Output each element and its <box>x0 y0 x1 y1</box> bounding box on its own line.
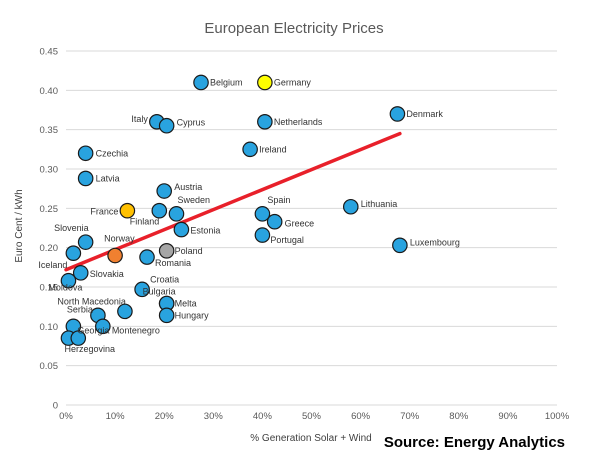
x-tick-label: 80% <box>449 411 469 422</box>
point-label: Italy <box>131 114 148 124</box>
point-label: Norway <box>104 234 135 244</box>
point-label: Greece <box>285 219 315 229</box>
x-tick-label: 90% <box>498 411 518 422</box>
point-label: Finland <box>130 217 160 227</box>
point-label: Slovenia <box>54 223 89 233</box>
point-label: Georgia <box>77 325 109 335</box>
point-label: Czechia <box>96 148 129 158</box>
point-label: Cyprus <box>177 118 206 128</box>
point-label: Romania <box>155 258 191 268</box>
data-point <box>70 330 87 346</box>
point-label: Germany <box>274 77 312 87</box>
point-label: Netherlands <box>274 117 323 127</box>
x-tick-label: 60% <box>351 411 371 422</box>
point-label: Herzegovina <box>64 344 115 354</box>
y-tick-label: 0.30 <box>40 165 59 176</box>
point-label: Lithuania <box>361 199 398 209</box>
data-point <box>257 74 273 91</box>
y-axis-label: Euro Cent / kWh <box>14 189 25 262</box>
data-point <box>77 145 94 162</box>
x-tick-label: 0% <box>59 411 73 422</box>
point-label: Croatia <box>150 274 179 284</box>
x-tick-label: 10% <box>106 411 126 422</box>
x-tick-label: 30% <box>204 411 224 422</box>
data-point <box>342 198 359 215</box>
point-label: Portugal <box>270 235 304 245</box>
data-point <box>158 117 175 134</box>
data-point <box>254 206 271 222</box>
y-tick-label: 0.20 <box>40 243 59 254</box>
point-label: North Macedonia <box>57 296 126 306</box>
data-point <box>72 265 89 281</box>
x-tick-label: 20% <box>155 411 175 422</box>
x-tick-label: 70% <box>400 411 420 422</box>
data-point <box>168 206 185 222</box>
point-label: Luxembourg <box>410 237 460 247</box>
data-point <box>257 114 273 130</box>
data-point <box>151 202 168 219</box>
data-point <box>158 307 175 324</box>
chart-title: European Electricity Prices <box>204 20 383 37</box>
data-point <box>107 247 123 264</box>
trendline <box>64 131 402 272</box>
y-tick-label: 0.45 <box>40 47 59 58</box>
y-tick-label: 0.10 <box>40 322 59 333</box>
y-tick-labels: 0 0.05 0.10 0.15 0.20 0.25 0.30 0.35 0.40 0.45 <box>40 47 59 412</box>
point-label: Montenegro <box>112 325 160 335</box>
y-tick-label: 0.40 <box>40 86 59 97</box>
point-label: Melta <box>175 299 197 309</box>
point-label: Latvia <box>96 173 120 183</box>
data-point <box>134 281 150 298</box>
y-tick-label: 0.05 <box>40 361 59 372</box>
point-label: Belgium <box>210 77 243 87</box>
data-point <box>65 245 82 261</box>
data-point <box>77 234 94 250</box>
point-label: France <box>90 207 118 217</box>
x-tick-label: 100% <box>545 411 570 422</box>
y-tick-label: 0.25 <box>40 204 59 215</box>
point-label: Spain <box>267 195 290 205</box>
point-label: Bulgaria <box>143 287 176 297</box>
point-label: Ireland <box>259 144 287 154</box>
data-point <box>254 227 271 243</box>
data-point <box>389 106 406 122</box>
source-note: Source: Energy Analytics <box>384 434 565 451</box>
y-tick-label: 0.15 <box>40 283 59 294</box>
data-point <box>266 213 283 230</box>
data-point <box>173 221 190 238</box>
data-point <box>193 74 209 91</box>
data-point <box>119 202 136 219</box>
data-points <box>60 74 408 346</box>
point-label: Denmark <box>406 109 443 119</box>
x-tick-label: 50% <box>302 411 322 422</box>
point-label: Austria <box>174 182 202 192</box>
data-point <box>95 318 111 335</box>
x-tick-label: 40% <box>253 411 273 422</box>
data-point <box>60 272 77 289</box>
point-label: Serbia <box>67 304 93 314</box>
y-tick-label: 0.35 <box>40 125 59 136</box>
data-point <box>158 243 175 259</box>
point-label: Sweden <box>177 195 210 205</box>
point-label: Moldova <box>48 283 82 293</box>
point-label: Estonia <box>190 226 220 236</box>
point-label: Hungary <box>175 310 210 320</box>
y-tick-label: 0 <box>53 401 58 412</box>
data-point <box>77 170 94 187</box>
data-point <box>242 141 258 158</box>
x-tick-labels: 0% 10% 20% 30% 40% 50% 60% 70% 80% 90% 100% <box>59 411 570 422</box>
data-point <box>392 237 408 254</box>
data-point <box>139 249 155 265</box>
point-labels: Belgium Germany Denmark Italy Cyprus Netherla… <box>38 77 460 354</box>
point-label: Poland <box>175 246 203 256</box>
data-point <box>117 303 133 320</box>
point-label: Slovakia <box>90 269 124 279</box>
point-label: Iceland <box>38 260 67 270</box>
data-point <box>156 183 172 199</box>
x-axis-label: % Generation Solar + Wind <box>250 433 371 444</box>
